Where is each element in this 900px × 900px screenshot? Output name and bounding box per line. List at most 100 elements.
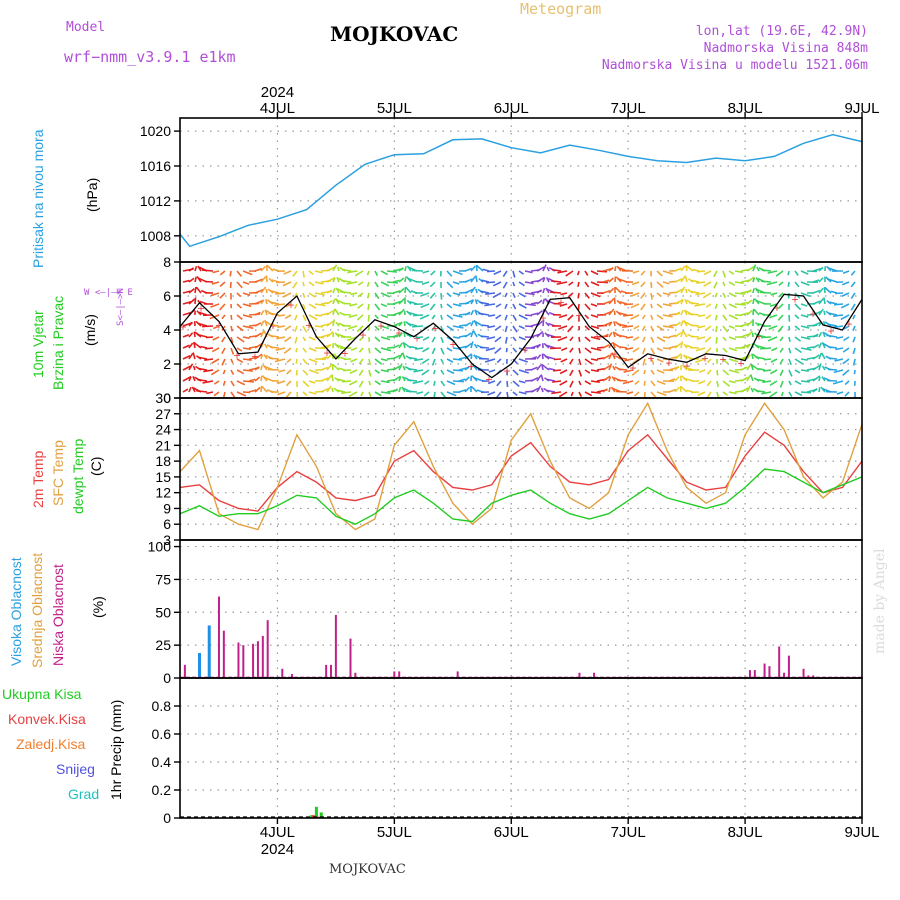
wind-arrow bbox=[769, 391, 778, 398]
wind-arrow bbox=[254, 342, 263, 349]
wind-arrow bbox=[697, 391, 706, 396]
wind-arrow bbox=[464, 267, 473, 272]
wind-arrow bbox=[392, 279, 400, 283]
wind-arrow bbox=[340, 290, 352, 294]
wind-arrow bbox=[852, 336, 856, 343]
wind-arrow bbox=[728, 336, 737, 341]
wind-arrow bbox=[283, 347, 292, 354]
low-cloud-bar bbox=[325, 664, 328, 678]
wind-arrow bbox=[569, 347, 574, 353]
wind-arrow bbox=[194, 297, 197, 305]
wind-arrow bbox=[590, 314, 599, 319]
wind-arrow bbox=[558, 314, 568, 319]
wind-arrow bbox=[746, 266, 755, 272]
wind-arrow bbox=[656, 380, 666, 386]
wind-arrow bbox=[392, 375, 402, 382]
wind-arrow bbox=[406, 265, 412, 272]
wind-arrow bbox=[746, 374, 751, 382]
wind-arrow bbox=[632, 270, 640, 274]
footer-station: MOJKOVAC bbox=[329, 862, 406, 877]
wind-arrow bbox=[822, 331, 826, 338]
wind-arrow bbox=[473, 376, 484, 382]
wind-arrow bbox=[544, 355, 556, 360]
wind-arrow bbox=[829, 301, 838, 305]
wind-arrow bbox=[302, 281, 305, 287]
wind-arrow bbox=[842, 347, 850, 353]
wind-arrow bbox=[334, 297, 340, 305]
wind-arrow bbox=[254, 322, 262, 327]
wind-arrow bbox=[334, 308, 340, 316]
wind-arrow bbox=[794, 325, 801, 331]
wind-arrow bbox=[662, 314, 673, 318]
wind-arrow bbox=[221, 336, 226, 343]
wind-arrow bbox=[236, 292, 242, 298]
gust-marker: + bbox=[503, 364, 510, 378]
wind-arrow bbox=[326, 375, 332, 382]
wind-arrow bbox=[569, 369, 574, 377]
wind-arrow bbox=[392, 290, 401, 294]
wind-arrow bbox=[335, 287, 340, 294]
wind-arrow bbox=[440, 314, 443, 320]
wind-arrow bbox=[728, 292, 737, 298]
wind-arrow bbox=[752, 277, 756, 283]
wind-arrow bbox=[269, 357, 280, 360]
wind-arrow bbox=[504, 292, 508, 298]
wind-arrow bbox=[706, 380, 712, 387]
low-cloud-bar bbox=[593, 672, 596, 678]
wind-arrow bbox=[749, 374, 754, 382]
gust-marker: + bbox=[305, 318, 312, 332]
wind-arrow bbox=[429, 281, 436, 288]
wind-arrow bbox=[470, 299, 475, 305]
wind-arrow bbox=[836, 391, 844, 395]
wind-arrow bbox=[219, 303, 226, 311]
wind-arrow bbox=[421, 281, 430, 286]
wind-arrow bbox=[705, 325, 712, 331]
y-tick-label: 3 bbox=[163, 532, 171, 548]
wind-arrow bbox=[420, 303, 430, 309]
wind-arrow bbox=[302, 314, 307, 322]
wind-arrow bbox=[432, 369, 436, 375]
wind-arrow bbox=[263, 354, 268, 360]
gust-marker: + bbox=[197, 301, 204, 315]
wind-arrow bbox=[278, 369, 286, 373]
wind-arrow bbox=[740, 376, 749, 382]
wind-arrow bbox=[506, 380, 509, 388]
wind-arrow bbox=[722, 314, 728, 322]
wind-arrow bbox=[236, 303, 242, 309]
wind-arrow bbox=[308, 292, 316, 298]
wind-arrow bbox=[740, 301, 748, 305]
wind-arrow bbox=[402, 365, 406, 371]
wind-arrow bbox=[275, 281, 286, 284]
y-tick-label: 100 bbox=[148, 539, 172, 555]
y-tick-label: 18 bbox=[155, 453, 171, 469]
wind-arrow bbox=[433, 391, 436, 398]
wind-arrow bbox=[398, 298, 405, 305]
wind-arrow bbox=[835, 347, 844, 351]
wind-arrow bbox=[567, 303, 574, 310]
wind-arrow bbox=[833, 369, 844, 374]
wind-arrow bbox=[828, 312, 838, 316]
wind-arrow bbox=[608, 342, 613, 349]
wind-arrow bbox=[440, 303, 443, 309]
y-tick-label: 9 bbox=[163, 500, 171, 516]
gust-marker: + bbox=[773, 301, 780, 315]
wind-arrow bbox=[584, 303, 591, 311]
wind-arrow bbox=[852, 347, 856, 355]
wind-arrow bbox=[656, 314, 664, 320]
gust-marker: + bbox=[377, 319, 384, 333]
wind-arrow bbox=[626, 336, 634, 339]
wind-arrow bbox=[818, 298, 824, 305]
wind-arrow bbox=[590, 270, 599, 276]
wind-arrow bbox=[269, 301, 280, 305]
wind-arrow bbox=[492, 292, 502, 299]
wind-arrow bbox=[518, 292, 526, 298]
elevation-label: Nadmorska Visina 848m bbox=[703, 41, 868, 56]
wind-arrow bbox=[202, 269, 214, 272]
wind-arrow bbox=[496, 358, 502, 364]
wind-arrow bbox=[368, 380, 372, 386]
wind-arrow bbox=[236, 281, 243, 289]
wind-arrow bbox=[367, 303, 370, 311]
gust-marker: + bbox=[809, 307, 816, 321]
wind-arrow bbox=[403, 342, 412, 349]
wind-arrow bbox=[431, 347, 436, 355]
